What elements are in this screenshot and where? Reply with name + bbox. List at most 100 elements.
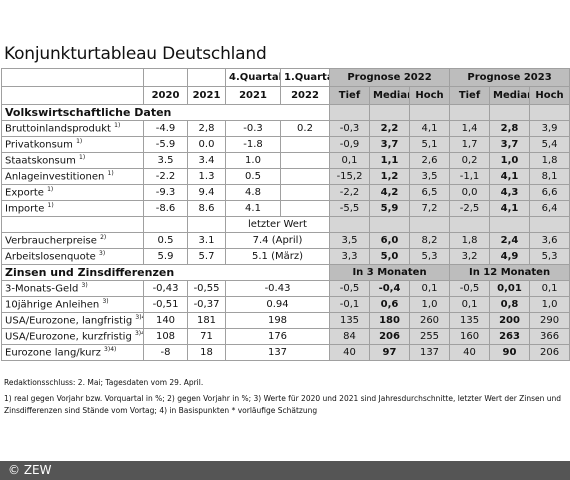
value-cell: 3,2 (449, 248, 491, 265)
value-cell: 3,3 (329, 248, 370, 265)
value-cell: 4,1 (489, 168, 531, 185)
column-header: Tief (449, 86, 491, 105)
value-cell: 140 (143, 312, 188, 329)
label-text: Exporte (5, 187, 44, 199)
value-cell: 1,4 (449, 120, 491, 137)
value-cell: 5,4 (529, 136, 570, 153)
column-header: 2021 (187, 86, 226, 105)
value-cell: 8.6 (187, 200, 226, 217)
table-row: USA/Eurozone, kurzfristig 3)4)1087117684… (1, 328, 570, 345)
value-cell: 3,6 (529, 232, 570, 249)
value-cell: 160 (449, 328, 491, 345)
value-cell: 6,4 (529, 200, 570, 217)
value-cell: 0,1 (408, 280, 451, 297)
table-row: Anlageinvestitionen 1) -2.2 1.3 0.5 -15,2 1,2… (1, 168, 570, 185)
table-row: Privatkonsum 1) -5.9 0.0 -1.8 -0,9 3,7 5,1 1,7 3… (1, 136, 570, 153)
table-row: USA/Eurozone, langfristig 3)4)1401811981… (1, 312, 570, 329)
value-cell: -2,2 (329, 184, 370, 201)
table-row: Importe 1) -8.6 8.6 4.1 -5,5 5,9 7,2 -2,5 4,1 6,4 (1, 200, 570, 217)
value-cell: 2,4 (489, 232, 531, 249)
label-text: Bruttoinlandsprodukt (5, 123, 111, 135)
label-text: Importe (5, 203, 45, 215)
value-cell: 2,2 (369, 120, 410, 137)
value-cell: 180 (369, 312, 410, 329)
value-cell: -1.8 (225, 136, 281, 153)
empty-cell (489, 216, 531, 233)
table-row: Bruttoinlandsprodukt 1) -4.9 2,8 -0.3 0.2 -0,… (1, 120, 570, 137)
value-cell: 1,0 (489, 152, 531, 169)
value-cell: 4,2 (369, 184, 410, 201)
value-cell: 135 (449, 312, 491, 329)
value-cell: -1,1 (449, 168, 491, 185)
value-cell: 4.1 (225, 200, 281, 217)
value-cell: 206 (369, 328, 410, 345)
value-cell: 1,2 (369, 168, 410, 185)
copyright: © ZEW (8, 463, 52, 477)
footnote-ref: 1) (114, 122, 121, 130)
row-label: USA/Eurozone, langfristig 3)4) (1, 312, 144, 329)
empty-cell (1, 86, 144, 105)
group-header: 1.Quartal (280, 68, 330, 87)
table-row: Eurozone lang/kurz 3)4) -8 18 137 40 97 137 40 9… (1, 344, 570, 361)
column-header: Hoch (408, 86, 451, 105)
section-title: Volkswirtschaftliche Daten (1, 104, 330, 121)
value-cell: 90 (489, 344, 531, 361)
value-cell: 1,1 (369, 152, 410, 169)
label-text: 3-Monats-Geld (5, 283, 79, 295)
value-cell: 0.5 (225, 168, 281, 185)
value-cell: 0.0 (187, 136, 226, 153)
table-row: Staatskonsum 1) 3.5 3.4 1.0 0,1 1,1 2,6 0,2 1,0 1… (1, 152, 570, 169)
label-text: Eurozone lang/kurz (5, 347, 101, 359)
value-cell: 7.4 (April) (225, 232, 330, 249)
label-text: Privatkonsum (5, 139, 73, 151)
value-cell: 0.2 (280, 120, 330, 137)
table-row: Arbeitslosenquote 3) 5.9 5.7 5.1 (März) 3,3 5… (1, 248, 570, 265)
column-header: Tief (329, 86, 370, 105)
empty-cell (329, 104, 370, 121)
value-cell: 6,5 (408, 184, 451, 201)
value-cell: 8,1 (529, 168, 570, 185)
value-cell: 5,9 (369, 200, 410, 217)
footnote-ref: 3)4) (134, 330, 143, 338)
value-cell: 1.0 (225, 152, 281, 169)
footnote-ref: 1) (76, 138, 83, 146)
value-cell: 4,1 (489, 200, 531, 217)
value-cell: 260 (408, 312, 451, 329)
value-cell: 1,0 (408, 296, 451, 313)
value-cell: -2.2 (143, 168, 188, 185)
value-cell: 40 (449, 344, 491, 361)
row-label: Bruttoinlandsprodukt 1) (1, 120, 144, 137)
footnote-ref: 3)4) (135, 314, 142, 322)
group-header: Prognose 2023 (449, 68, 570, 87)
value-cell: -0,1 (329, 296, 370, 313)
value-cell: 0.94 (225, 296, 330, 313)
value-cell: 135 (329, 312, 370, 329)
value-cell: 7,2 (408, 200, 451, 217)
footnote-ref: 1) (47, 186, 54, 194)
value-cell: 5,1 (408, 136, 451, 153)
value-cell: 5.1 (März) (225, 248, 330, 265)
value-cell: 0,6 (369, 296, 410, 313)
value-cell: 0,1 (529, 280, 570, 297)
empty-cell (280, 168, 330, 185)
value-cell: -2,5 (449, 200, 491, 217)
column-header: 2020 (143, 86, 188, 105)
row-label: Importe 1) (1, 200, 144, 217)
empty-cell (449, 216, 491, 233)
value-cell: 1,8 (449, 232, 491, 249)
row-label: Verbraucherpreise 2) (1, 232, 144, 249)
empty-cell (529, 216, 570, 233)
value-cell: 40 (329, 344, 370, 361)
footnote-ref: 1) (107, 170, 114, 178)
label-text: Anlageinvestitionen (5, 171, 105, 183)
row-label: Anlageinvestitionen 1) (1, 168, 144, 185)
footnote-ref: 1) (79, 154, 86, 162)
footnote-ref: 1) (47, 202, 54, 210)
value-cell: -9.3 (143, 184, 188, 201)
value-cell: -0,51 (143, 296, 188, 313)
label-text: Verbraucherpreise (5, 235, 97, 247)
value-cell: 0,0 (449, 184, 491, 201)
value-cell: 6,6 (529, 184, 570, 201)
label-text: USA/Eurozone, langfristig (5, 315, 133, 327)
